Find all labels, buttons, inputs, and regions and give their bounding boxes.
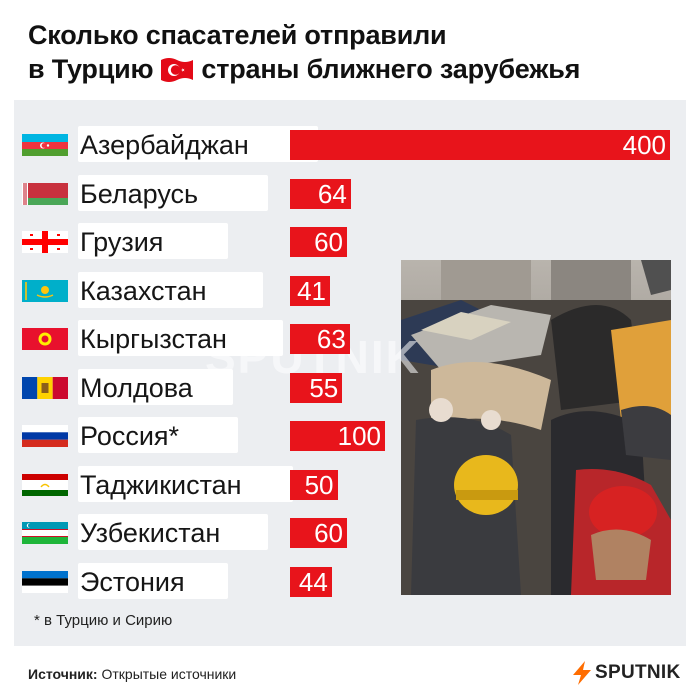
- bar: 44: [290, 566, 332, 597]
- footnote: * в Турцию и Сирию: [34, 612, 173, 629]
- sputnik-logo: SPUTNIK: [572, 660, 681, 686]
- country-label: Кыргызстан: [80, 324, 227, 354]
- bar-value-label: 60: [314, 227, 343, 257]
- country-label-background: [78, 465, 293, 502]
- bar: 64: [290, 178, 351, 209]
- bar-value-label: 64: [317, 178, 347, 209]
- source-line: Источник: Открытые источники: [28, 666, 236, 682]
- bar: 41: [290, 275, 330, 306]
- country-label-background: [78, 514, 268, 550]
- bar-value-label: 41: [297, 275, 326, 306]
- country-label-background: [78, 271, 263, 308]
- bar-value-label: 44: [298, 566, 328, 597]
- azerbaijan-flag-icon: [22, 134, 68, 156]
- country-label: Азербайджан: [80, 130, 249, 160]
- bar-row: Беларусь 64: [22, 173, 682, 213]
- bar-row: Таджикистан 50: [22, 464, 682, 504]
- bar-value-label: 400: [622, 130, 666, 160]
- country-label: Эстония: [80, 566, 185, 597]
- country-label-background: [78, 417, 238, 453]
- bar: 50: [290, 469, 338, 500]
- title-line-2-start: в Турцию: [28, 54, 154, 84]
- tajikistan-flag-icon: [22, 473, 68, 496]
- title-line-1: Сколько спасателей отправили: [28, 20, 447, 50]
- belarus-flag-icon: [22, 182, 68, 205]
- georgia-flag-icon: [22, 231, 68, 253]
- country-label-background: [78, 223, 228, 259]
- bar: 63: [290, 324, 350, 354]
- uzbekistan-flag-icon: [22, 522, 68, 544]
- country-label: Молдова: [80, 372, 193, 403]
- bar: 60: [290, 227, 347, 257]
- bar-row: Грузия 60: [22, 221, 682, 261]
- country-label: Таджикистан: [80, 469, 242, 500]
- bar: 60: [290, 518, 347, 548]
- bar-value-label: 55: [309, 372, 339, 403]
- chart-title: Сколько спасателей отправили в Турцию ст…: [28, 18, 580, 86]
- bar: 55: [290, 372, 343, 403]
- country-label: Грузия: [80, 227, 164, 257]
- source-value: Открытые источники: [101, 666, 237, 682]
- bar-row: Азербайджан 400: [22, 124, 682, 164]
- turkey-flag-icon: [161, 58, 194, 82]
- sputnik-logo-icon: [573, 661, 591, 685]
- source-label: Источник:: [28, 666, 98, 682]
- bar-value-label: 63: [316, 324, 346, 354]
- country-label: Узбекистан: [80, 518, 221, 548]
- country-label-background: [78, 174, 268, 211]
- bar-row: Кыргызстан 63: [22, 318, 682, 358]
- country-label-background: [78, 320, 283, 356]
- title-line-2: в Турцию страны ближнего зарубежья: [28, 52, 580, 86]
- country-label: Беларусь: [80, 178, 199, 209]
- bar: 400: [290, 130, 670, 160]
- bar: 100: [290, 421, 385, 451]
- sputnik-logo-text: SPUTNIK: [595, 662, 681, 683]
- country-label-background: [78, 368, 233, 405]
- bar-value-label: 60: [314, 518, 343, 548]
- moldova-flag-icon: [22, 376, 68, 399]
- bar-row: Узбекистан 60: [22, 512, 682, 552]
- kyrgyzstan-flag-icon: [22, 328, 68, 350]
- bar-value-label: 50: [304, 469, 334, 500]
- estonia-flag-icon: [22, 570, 68, 593]
- bar-row: Эстония 44: [22, 561, 682, 601]
- rescue-photo: [401, 260, 671, 595]
- country-label-background: [78, 562, 228, 599]
- country-label: Россия*: [80, 421, 180, 451]
- kazakhstan-flag-icon: [22, 279, 68, 302]
- russia-flag-icon: [22, 425, 68, 447]
- bar-row: Казахстан 41: [22, 270, 682, 310]
- bar-value-label: 100: [337, 421, 381, 451]
- bar-row: Молдова 55: [22, 367, 682, 407]
- country-label: Казахстан: [80, 275, 207, 306]
- bar-row: Россия* 100: [22, 415, 682, 455]
- country-label-background: [78, 126, 318, 162]
- title-line-2-end: страны ближнего зарубежья: [201, 54, 581, 84]
